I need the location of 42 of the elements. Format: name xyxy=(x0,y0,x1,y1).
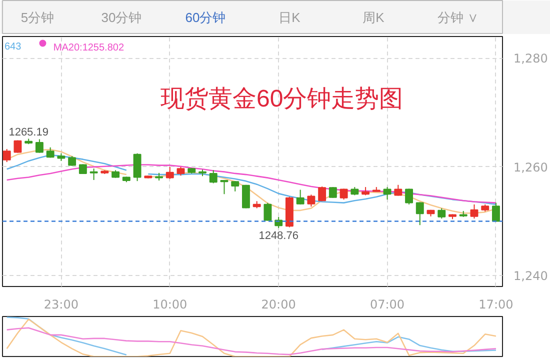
candlestick xyxy=(264,202,272,222)
text: 643 xyxy=(4,42,22,52)
x-tick-label: 07:00 xyxy=(370,298,405,312)
candlestick xyxy=(405,188,413,205)
candlestick xyxy=(318,186,326,202)
text: 30分钟 xyxy=(101,10,142,25)
y-tick-label: 1,260 xyxy=(514,160,548,174)
candlestick xyxy=(231,180,240,192)
annotation: 1265.19 xyxy=(8,126,48,139)
x-tick-label: 17:00 xyxy=(478,298,514,312)
legend-label: MA20:1255.802 xyxy=(53,42,124,54)
text: 5分钟 xyxy=(20,10,54,25)
x-tick-label: 23:00 xyxy=(44,298,78,312)
candlestick xyxy=(14,140,22,154)
line-series xyxy=(6,164,497,204)
candlestick xyxy=(35,138,44,154)
candlestick xyxy=(492,202,500,222)
candlestick xyxy=(383,186,392,200)
candlestick xyxy=(209,170,218,184)
x-tick-label: 10:00 xyxy=(152,298,188,312)
x-tick-label: 20:00 xyxy=(261,298,296,312)
annotation: 1248.76 xyxy=(258,230,298,242)
text: 分钟 ∨ xyxy=(438,10,478,25)
candlestick xyxy=(296,189,304,205)
text: 60分钟 xyxy=(185,10,226,25)
candlestick xyxy=(340,188,348,200)
candlestick xyxy=(438,208,446,220)
candlestick xyxy=(68,156,76,166)
y-tick-label: 1,240 xyxy=(514,269,548,284)
candlestick xyxy=(307,194,316,208)
candlestick xyxy=(90,168,98,180)
candlestick xyxy=(416,202,424,226)
candlestick xyxy=(133,152,142,182)
candlestick xyxy=(2,148,11,163)
text: 日K xyxy=(278,10,301,25)
candlestick xyxy=(220,179,228,195)
candlestick xyxy=(470,204,478,220)
y-tick-label: 1,280 xyxy=(514,52,548,66)
text: 周K xyxy=(362,10,385,25)
text: 现货黄金60分钟走势图 xyxy=(160,86,404,112)
candlestick xyxy=(328,186,337,198)
candlestick xyxy=(166,166,174,180)
